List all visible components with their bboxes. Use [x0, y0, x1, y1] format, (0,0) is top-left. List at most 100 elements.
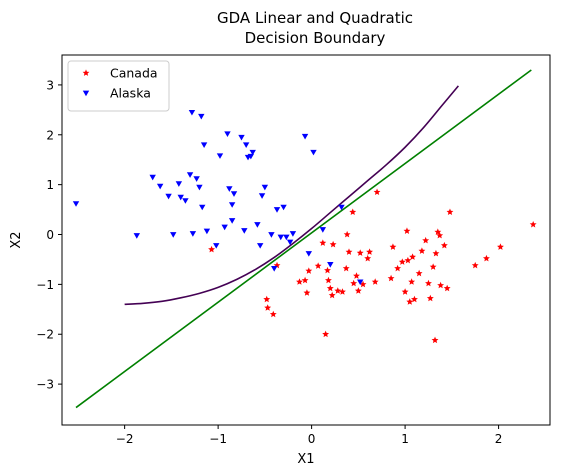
canada-point [314, 262, 322, 269]
plot-frame [61, 54, 551, 426]
alaska-point [357, 279, 364, 286]
alaska-point [289, 231, 297, 237]
canada-point [446, 208, 454, 215]
alaska-point [177, 194, 184, 201]
alaska-point [310, 149, 317, 156]
canada-point [349, 208, 357, 215]
canada-point [387, 274, 395, 282]
canada-point [398, 258, 406, 265]
alaska-point [170, 232, 177, 238]
canada-point [497, 243, 504, 250]
alaska-point [189, 231, 197, 237]
canada-point [350, 279, 358, 287]
canada-point [356, 249, 364, 256]
alaska-point [228, 202, 236, 208]
alaska-point [249, 149, 256, 156]
y-tick-label: 2 [46, 128, 54, 142]
alaska-point [283, 234, 290, 241]
x-tick-label: −2 [116, 432, 134, 446]
alaska-point [72, 201, 80, 207]
y-tick-label: 0 [46, 228, 54, 242]
alaska-point [254, 222, 261, 228]
alaska-point [241, 228, 248, 234]
y-tick-label: 1 [46, 178, 54, 192]
canada-point [364, 254, 372, 262]
alaska-point [273, 207, 281, 213]
y-axis-label: X2 [9, 231, 24, 248]
alaska-point [156, 183, 164, 190]
alaska-point [149, 174, 156, 181]
canada-point [303, 289, 311, 296]
legend-marker-alaska [82, 90, 90, 97]
x-tick-label: −1 [209, 432, 227, 446]
canada-point [443, 284, 451, 292]
alaska-point [228, 218, 236, 224]
canada-point [403, 227, 411, 234]
alaska-point [268, 232, 275, 238]
x-tick-label: 0 [308, 432, 316, 446]
y-tick-label: 3 [46, 78, 54, 92]
alaska-point [286, 239, 294, 246]
alaska-point [242, 142, 250, 148]
canada-point [366, 248, 373, 255]
canada-point [389, 243, 397, 250]
canada-point [425, 279, 432, 287]
canada-point [422, 236, 430, 244]
alaska-point [182, 198, 189, 204]
alaska-point [221, 224, 228, 231]
alaska-point [319, 227, 327, 233]
x-tick-label: 1 [401, 432, 409, 446]
canada-point [415, 269, 423, 277]
canada-point [409, 253, 416, 260]
alaska-point [238, 134, 245, 141]
legend-marker-canada [82, 69, 90, 76]
canada-point [411, 295, 418, 303]
alaska-point [256, 243, 264, 249]
alaska-point [338, 204, 345, 211]
alaska-point [226, 186, 233, 192]
y-tick-label: −1 [36, 278, 54, 292]
chart-title-line-2: Decision Boundary [245, 29, 386, 47]
alaska-point [188, 109, 196, 116]
data-points [72, 109, 537, 344]
canada-point [429, 263, 437, 270]
canada-point [426, 294, 434, 302]
alaska-point [327, 262, 334, 268]
canada-point [296, 278, 303, 285]
alaska-point [213, 243, 220, 249]
alaska-point [165, 193, 172, 200]
alaska-point [271, 266, 278, 272]
chart-title-line-1: GDA Linear and Quadratic [217, 9, 413, 27]
canada-point [359, 280, 367, 288]
canada-point [264, 304, 272, 311]
canada-point [301, 276, 309, 284]
canada-point [334, 287, 342, 294]
canada-point [437, 281, 445, 289]
y-axis-ticks: −3 −2 −1 0 1 2 3 [36, 78, 62, 392]
canada-point [324, 266, 331, 274]
x-axis-label: X1 [297, 452, 314, 467]
canada-point [373, 188, 381, 196]
decision-boundaries [75, 69, 532, 409]
alaska-point [216, 153, 224, 159]
alaska-point [198, 113, 205, 120]
legend-box [67, 60, 170, 112]
canada-point [326, 284, 334, 292]
canada-point [208, 245, 215, 253]
canada-point [325, 276, 332, 284]
canada-point [471, 261, 479, 269]
canada-point [342, 264, 350, 272]
canada-point [404, 256, 412, 264]
alaska-point [277, 234, 284, 241]
canada-point [529, 220, 537, 228]
canada-point [345, 248, 353, 255]
canada-point [319, 239, 327, 246]
canada-point [401, 288, 409, 295]
alaska-point [280, 204, 287, 211]
alaska-point [305, 251, 313, 257]
legend: Canada Alaska [67, 60, 170, 112]
canada-point [432, 249, 440, 257]
y-tick-label: −2 [36, 328, 54, 342]
series-alaska [72, 109, 364, 286]
